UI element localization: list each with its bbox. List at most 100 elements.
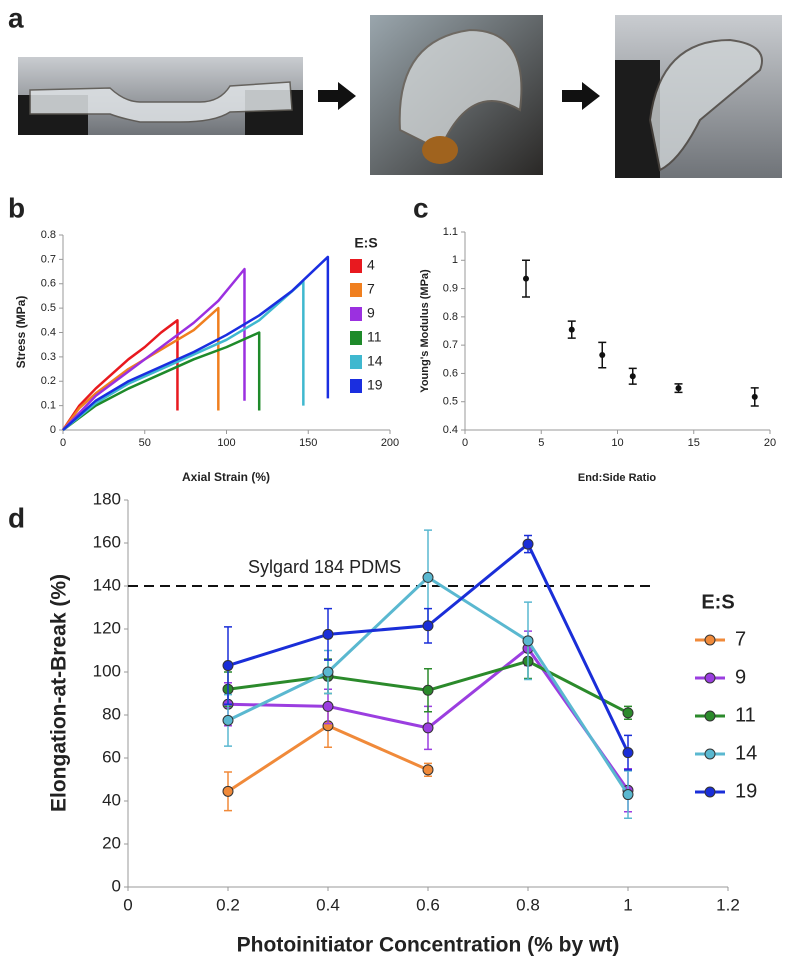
- x-tick-label: 0.4: [316, 895, 340, 914]
- y-tick-label: 0.4: [443, 424, 458, 436]
- x-tick-label: 1.2: [716, 895, 740, 914]
- x-tick-label: 0: [123, 895, 132, 914]
- x-tick-label: 0.8: [516, 895, 540, 914]
- point: [422, 722, 434, 734]
- y-tick-label: 0.6: [443, 367, 458, 379]
- legend-swatch: [350, 355, 362, 369]
- y-axis-label: Stress (MPa): [14, 296, 28, 369]
- y-tick-label: 0: [50, 424, 56, 436]
- x-tick-label: 150: [299, 437, 317, 449]
- y-tick-label: 0.1: [41, 400, 56, 412]
- arrow: [318, 82, 356, 110]
- point: [322, 628, 334, 640]
- legend-marker: [704, 748, 716, 760]
- point: [629, 373, 636, 380]
- legend-label: 9: [735, 666, 746, 688]
- x-tick-label: 50: [139, 437, 151, 449]
- y-tick-label: 0.8: [443, 311, 458, 323]
- x-tick-label: 1: [623, 895, 632, 914]
- y-tick-label: 1: [452, 254, 458, 266]
- x-tick-label: 10: [611, 437, 623, 449]
- x-tick-label: 0.6: [416, 895, 440, 914]
- y-axis-label: Elongation-at-Break (%): [48, 574, 71, 812]
- legend-title: E:S: [701, 591, 734, 613]
- y-tick-label: 80: [102, 704, 121, 723]
- legend-marker: [704, 710, 716, 722]
- legend-swatch: [350, 283, 362, 297]
- point: [751, 393, 758, 400]
- point: [322, 700, 334, 712]
- legend-label: 7: [367, 281, 375, 297]
- legend-marker: [704, 672, 716, 684]
- legend-label: 4: [367, 257, 375, 273]
- legend-marker: [704, 786, 716, 798]
- x-axis-label: Axial Strain (%): [182, 470, 270, 484]
- y-tick-label: 0.3: [41, 351, 56, 363]
- legend-label: 19: [735, 780, 757, 802]
- point: [222, 714, 234, 726]
- panel-label: c: [413, 192, 429, 223]
- point: [422, 620, 434, 632]
- point: [568, 326, 575, 333]
- panel-label: b: [8, 192, 25, 223]
- y-tick-label: 0.8: [41, 229, 56, 241]
- point: [523, 275, 529, 282]
- legend-title: E:S: [354, 235, 377, 251]
- legend-label: 9: [367, 305, 375, 321]
- legend-marker: [704, 634, 716, 646]
- point: [222, 785, 234, 797]
- y-tick-label: 0.7: [41, 253, 56, 265]
- x-tick-label: 0: [60, 437, 66, 449]
- legend-swatch: [350, 379, 362, 393]
- y-tick-label: 0.4: [41, 326, 56, 338]
- y-tick-label: 40: [102, 790, 121, 809]
- point: [422, 764, 434, 776]
- legend-label: 19: [367, 377, 383, 393]
- y-tick-label: 120: [93, 618, 121, 637]
- series-line: [62, 255, 330, 431]
- point: [599, 352, 606, 359]
- legend-label: 11: [367, 329, 382, 345]
- photo-2: [370, 15, 543, 175]
- y-tick-label: 0.2: [41, 375, 56, 387]
- point: [522, 635, 534, 647]
- y-tick-label: 1.1: [443, 226, 458, 238]
- photo-3: [615, 15, 782, 178]
- point: [422, 684, 434, 696]
- series-line: [61, 319, 179, 431]
- y-tick-label: 0.6: [41, 278, 56, 290]
- panel-label: d: [8, 502, 25, 533]
- point: [522, 538, 534, 550]
- y-tick-label: 0.7: [443, 339, 458, 351]
- y-tick-label: 140: [93, 575, 121, 594]
- point: [622, 789, 634, 801]
- legend-swatch: [350, 331, 362, 345]
- legend-swatch: [350, 259, 362, 273]
- photo-1: [18, 57, 303, 135]
- point: [622, 707, 634, 719]
- series-line: [62, 267, 246, 431]
- y-tick-label: 20: [102, 833, 121, 852]
- x-axis-label: End:Side Ratio: [578, 472, 657, 484]
- x-tick-label: 0: [462, 437, 468, 449]
- point: [222, 660, 234, 672]
- legend-swatch: [350, 307, 362, 321]
- x-tick-label: 200: [381, 437, 399, 449]
- point: [675, 385, 682, 392]
- legend-label: 14: [735, 742, 757, 764]
- x-tick-label: 20: [764, 437, 776, 449]
- legend-label: 11: [735, 704, 756, 726]
- y-tick-label: 100: [93, 661, 121, 680]
- point: [322, 666, 334, 678]
- series-line: [62, 331, 261, 432]
- y-tick-label: 0.5: [443, 396, 458, 408]
- x-tick-label: 100: [217, 437, 235, 449]
- y-axis-label: Young's Modulus (MPa): [419, 269, 431, 393]
- y-tick-label: 0.5: [41, 302, 56, 314]
- y-tick-label: 60: [102, 747, 121, 766]
- x-axis-label: Photoinitiator Concentration (% by wt): [237, 934, 620, 957]
- y-tick-label: 0: [112, 876, 121, 895]
- y-tick-label: 160: [93, 532, 121, 551]
- point: [622, 747, 634, 759]
